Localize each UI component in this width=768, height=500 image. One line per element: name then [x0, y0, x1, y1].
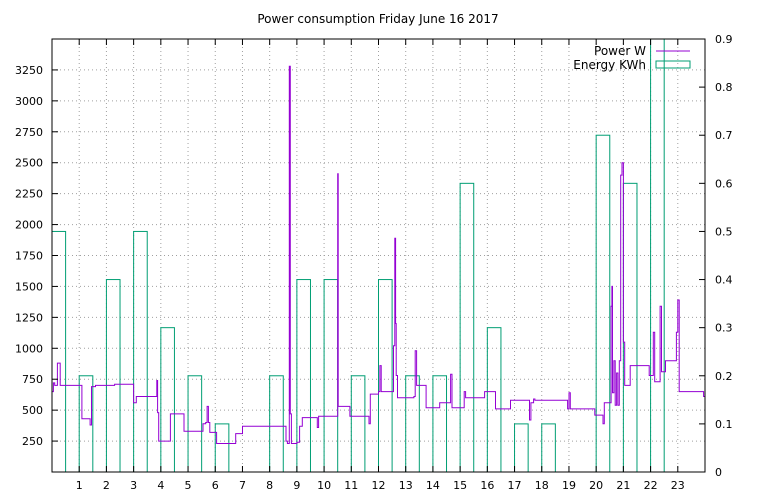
energy-bar: [105, 279, 121, 473]
chart-title: Power consumption Friday June 16 2017: [257, 12, 498, 26]
x-tick-label: 16: [480, 479, 494, 492]
y-right-tick-label: 0.4: [715, 274, 733, 287]
energy-bar: [405, 375, 420, 473]
energy-bar: [78, 375, 94, 473]
y-right-tick-label: 0.7: [715, 129, 733, 142]
x-tick-label: 22: [644, 479, 658, 492]
x-tick-label: 17: [508, 479, 522, 492]
energy-bar: [541, 423, 556, 473]
legend-swatch-energy: [655, 60, 691, 69]
x-tick-label: 9: [293, 479, 300, 492]
y-left-tick-label: 250: [22, 435, 43, 448]
y-left-tick-label: 1500: [15, 280, 43, 293]
energy-bar: [486, 327, 502, 473]
y-left-tick-label: 2500: [15, 157, 43, 170]
y-left-tick-label: 750: [22, 373, 43, 386]
x-tick-label: 7: [239, 479, 246, 492]
x-tick-label: 10: [317, 479, 331, 492]
energy-bar: [160, 327, 175, 473]
axes-layer: 1 2 3 4 5 6 7 8 9 10 11 12 13 14 15 16 17 18 19 20 21 22 23250…: [15, 33, 733, 492]
y-left-tick-label: 1250: [15, 311, 43, 324]
x-tick-label: 12: [372, 479, 386, 492]
energy-bar: [622, 182, 638, 473]
x-tick-label: 4: [157, 479, 164, 492]
energy-bar: [214, 423, 230, 473]
y-right-tick-label: 0.2: [715, 370, 733, 383]
x-tick-label: 13: [399, 479, 413, 492]
x-tick-label: 6: [212, 479, 219, 492]
x-tick-label: 3: [130, 479, 137, 492]
energy-bar: [350, 375, 366, 473]
y-left-tick-label: 1000: [15, 342, 43, 355]
x-tick-label: 2: [103, 479, 110, 492]
y-right-tick-label: 0.8: [715, 81, 733, 94]
energy-bar: [269, 375, 284, 473]
legend-label-energy: Energy KWh: [573, 58, 646, 72]
energy-bar: [187, 375, 203, 473]
y-right-tick-label: 0.3: [715, 322, 733, 335]
x-tick-label: 14: [426, 479, 440, 492]
y-left-tick-label: 3000: [15, 95, 43, 108]
energy-bar: [459, 182, 475, 473]
legend-label-power: Power W: [594, 44, 646, 58]
x-tick-label: 11: [344, 479, 358, 492]
y-left-tick-label: 3250: [15, 64, 43, 77]
x-tick-label: 23: [671, 479, 685, 492]
x-tick-label: 15: [453, 479, 467, 492]
power-line-layer: [52, 65, 705, 444]
energy-bar: [514, 423, 529, 473]
energy-bar: [133, 230, 148, 473]
y-right-tick-label: 0.5: [715, 225, 733, 238]
y-left-tick-label: 1750: [15, 250, 43, 263]
y-left-tick-label: 2250: [15, 188, 43, 201]
x-tick-label: 1: [76, 479, 83, 492]
energy-bar: [432, 375, 448, 473]
energy-bar: [323, 279, 339, 473]
x-tick-label: 20: [589, 479, 603, 492]
y-left-tick-label: 2000: [15, 219, 43, 232]
energy-bar: [296, 279, 311, 473]
y-right-tick-label: 0.1: [715, 418, 733, 431]
energy-bar: [51, 230, 67, 473]
y-right-tick-label: 0.9: [715, 33, 733, 46]
x-tick-label: 19: [562, 479, 576, 492]
y-left-tick-label: 500: [22, 404, 43, 417]
x-tick-label: 21: [616, 479, 630, 492]
y-right-tick-label: 0.6: [715, 177, 733, 190]
x-tick-label: 18: [535, 479, 549, 492]
power-line: [52, 65, 705, 444]
y-left-tick-label: 2750: [15, 126, 43, 139]
energy-bar: [378, 279, 393, 473]
y-right-tick-label: 0: [715, 466, 722, 479]
x-tick-label: 5: [185, 479, 192, 492]
x-tick-label: 8: [266, 479, 273, 492]
